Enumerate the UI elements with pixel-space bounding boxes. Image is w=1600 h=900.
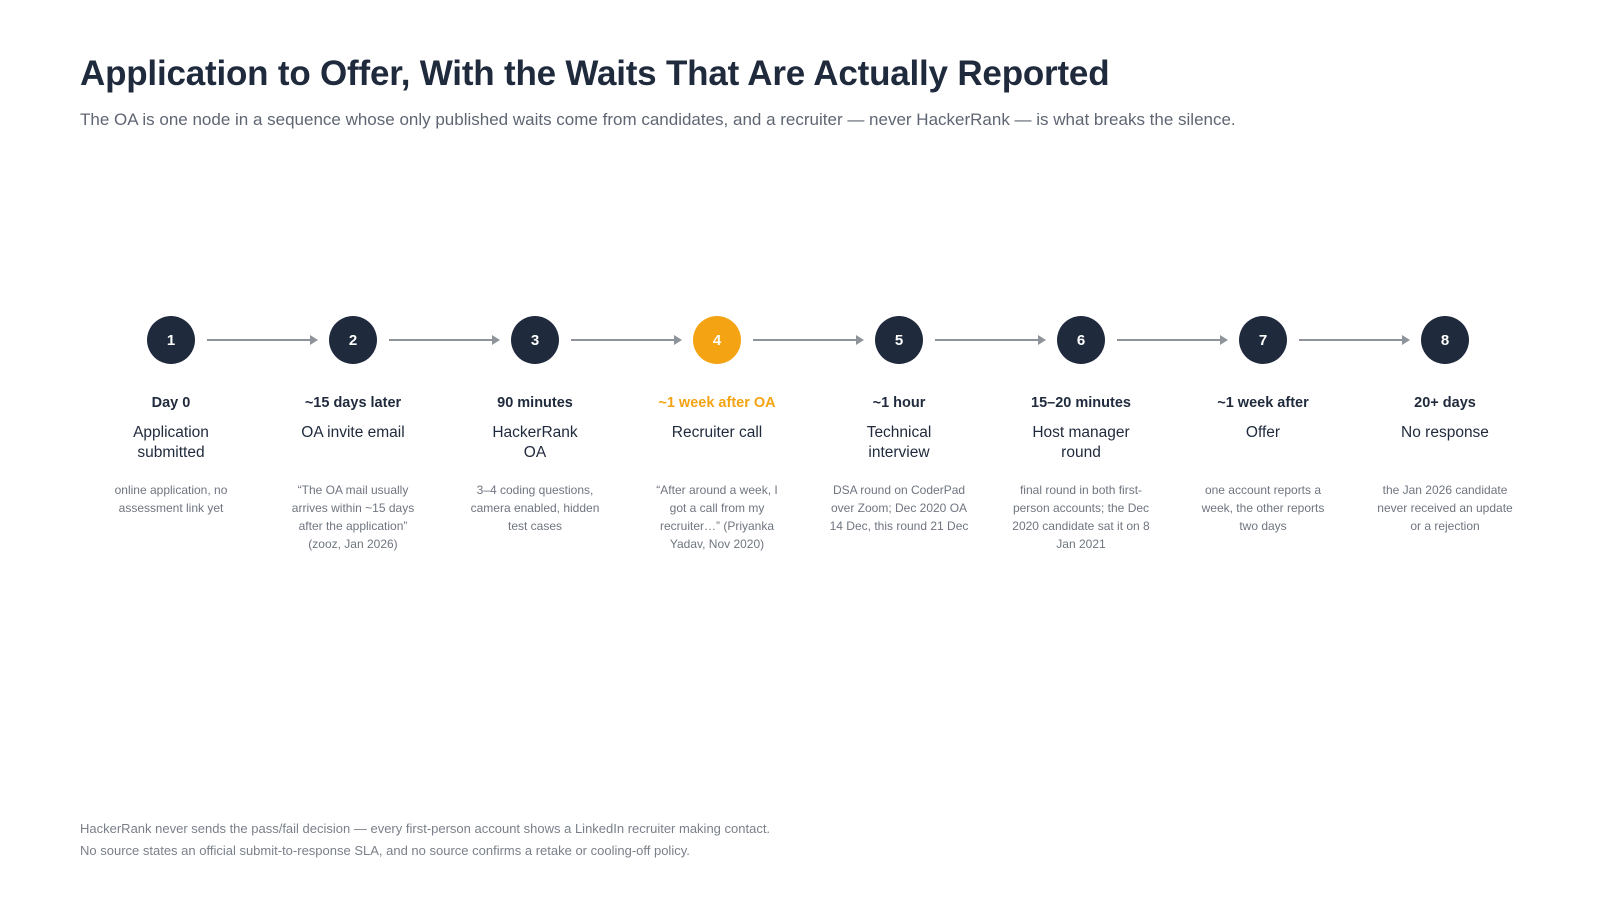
step-8: 8 20+ days No response the Jan 2026 cand… <box>1370 316 1520 535</box>
step-5: 5 ~1 hour Technical interview DSA round … <box>824 316 974 535</box>
step-note: online application, no assessment link y… <box>114 483 228 515</box>
footnote: HackerRank never sends the pass/fail dec… <box>80 821 771 836</box>
step-node-highlight: 4 <box>693 316 741 364</box>
step-label: Technical interview <box>866 424 932 461</box>
step-duration: 20+ days <box>1414 395 1476 411</box>
step-duration: ~1 hour <box>872 395 926 411</box>
step-node: 5 <box>875 316 923 364</box>
step-duration: 15–20 minutes <box>1031 395 1131 411</box>
step-duration: ~1 week after <box>1217 395 1309 411</box>
step-4: 4 ~1 week after OA Recruiter call “After… <box>642 316 792 553</box>
step-note: one account reports a week, the other re… <box>1201 483 1325 533</box>
step-label: Application submitted <box>133 424 209 461</box>
step-3: 3 90 minutes HackerRank OA 3–4 coding qu… <box>460 316 610 535</box>
connector-arrow <box>207 335 318 345</box>
step-note: “After around a week, I got a call from … <box>656 483 778 551</box>
step-label: Offer <box>1245 424 1281 441</box>
step-node: 6 <box>1057 316 1105 364</box>
connector-arrow <box>753 335 864 345</box>
step-duration: 90 minutes <box>497 395 573 411</box>
footnote: No source states an official submit-to-r… <box>80 843 690 858</box>
step-duration: ~15 days later <box>304 395 402 411</box>
step-node: 2 <box>329 316 377 364</box>
connector-arrow <box>1117 335 1228 345</box>
step-2: 2 ~15 days later OA invite email “The OA… <box>278 316 428 553</box>
step-note: final round in both first-person account… <box>1012 483 1150 551</box>
step-note: the Jan 2026 candidate never received an… <box>1377 483 1513 533</box>
step-note: 3–4 coding questions, camera enabled, hi… <box>470 483 600 533</box>
step-node: 3 <box>511 316 559 364</box>
page-subtitle: The OA is one node in a sequence whose o… <box>80 110 1236 129</box>
step-node: 7 <box>1239 316 1287 364</box>
page-title: Application to Offer, With the Waits Tha… <box>80 54 1110 93</box>
step-label: HackerRank OA <box>492 424 578 461</box>
step-6: 6 15–20 minutes Host manager round final… <box>1006 316 1156 553</box>
step-note: DSA round on CoderPad over Zoom; Dec 202… <box>829 483 969 533</box>
step-duration: ~1 week after OA <box>658 395 776 411</box>
step-node: 8 <box>1421 316 1469 364</box>
step-label: Recruiter call <box>671 424 763 441</box>
step-duration: Day 0 <box>151 395 191 411</box>
step-label: Host manager round <box>1032 424 1130 461</box>
connector-arrow <box>389 335 500 345</box>
step-note: “The OA mail usually arrives within ~15 … <box>291 483 415 551</box>
step-label: No response <box>1401 424 1489 441</box>
connector-arrow <box>571 335 682 345</box>
connector-arrow <box>935 335 1046 345</box>
connector-arrow <box>1299 335 1410 345</box>
step-7: 7 ~1 week after Offer one account report… <box>1188 316 1338 535</box>
step-label: OA invite email <box>301 424 405 441</box>
step-node: 1 <box>147 316 195 364</box>
step-1: 1 Day 0 Application submitted online app… <box>96 316 246 517</box>
